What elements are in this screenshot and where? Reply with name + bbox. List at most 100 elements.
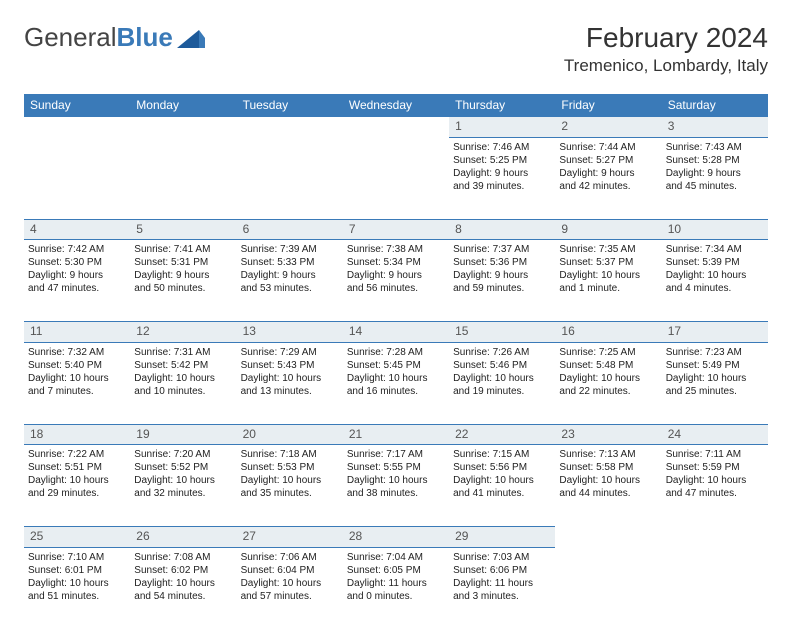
- day-info-cell: [24, 137, 130, 219]
- day-info-cell: Sunrise: 7:29 AMSunset: 5:43 PMDaylight:…: [237, 342, 343, 424]
- day-info-text: Sunrise: 7:18 AMSunset: 5:53 PMDaylight:…: [241, 448, 339, 500]
- day-info-cell: Sunrise: 7:08 AMSunset: 6:02 PMDaylight:…: [130, 547, 236, 629]
- day-info-cell: Sunrise: 7:38 AMSunset: 5:34 PMDaylight:…: [343, 240, 449, 322]
- day-info-cell: Sunrise: 7:04 AMSunset: 6:05 PMDaylight:…: [343, 547, 449, 629]
- day-info-text: Sunrise: 7:26 AMSunset: 5:46 PMDaylight:…: [453, 346, 551, 398]
- day-number-cell: 8: [449, 219, 555, 240]
- day-info-cell: Sunrise: 7:13 AMSunset: 5:58 PMDaylight:…: [555, 445, 661, 527]
- day-info-text: Sunrise: 7:42 AMSunset: 5:30 PMDaylight:…: [28, 243, 126, 295]
- weekday-header: Saturday: [662, 94, 768, 117]
- day-number-cell: 22: [449, 424, 555, 445]
- weekday-header: Sunday: [24, 94, 130, 117]
- day-number-cell: 2: [555, 117, 661, 138]
- day-info-cell: Sunrise: 7:20 AMSunset: 5:52 PMDaylight:…: [130, 445, 236, 527]
- day-info-row: Sunrise: 7:32 AMSunset: 5:40 PMDaylight:…: [24, 342, 768, 424]
- day-info-cell: Sunrise: 7:06 AMSunset: 6:04 PMDaylight:…: [237, 547, 343, 629]
- day-info-cell: Sunrise: 7:28 AMSunset: 5:45 PMDaylight:…: [343, 342, 449, 424]
- day-number-cell: 17: [662, 322, 768, 343]
- day-number-cell: [24, 117, 130, 138]
- day-info-cell: Sunrise: 7:17 AMSunset: 5:55 PMDaylight:…: [343, 445, 449, 527]
- day-number-cell: 28: [343, 527, 449, 548]
- day-info-cell: Sunrise: 7:23 AMSunset: 5:49 PMDaylight:…: [662, 342, 768, 424]
- day-info-cell: Sunrise: 7:42 AMSunset: 5:30 PMDaylight:…: [24, 240, 130, 322]
- day-number-row: 45678910: [24, 219, 768, 240]
- day-info-cell: [237, 137, 343, 219]
- day-number-cell: 15: [449, 322, 555, 343]
- day-info-cell: Sunrise: 7:22 AMSunset: 5:51 PMDaylight:…: [24, 445, 130, 527]
- calendar-head: SundayMondayTuesdayWednesdayThursdayFrid…: [24, 94, 768, 117]
- day-number-row: 123: [24, 117, 768, 138]
- day-info-text: Sunrise: 7:38 AMSunset: 5:34 PMDaylight:…: [347, 243, 445, 295]
- day-info-cell: Sunrise: 7:44 AMSunset: 5:27 PMDaylight:…: [555, 137, 661, 219]
- day-info-cell: Sunrise: 7:34 AMSunset: 5:39 PMDaylight:…: [662, 240, 768, 322]
- weekday-header: Tuesday: [237, 94, 343, 117]
- day-info-text: Sunrise: 7:23 AMSunset: 5:49 PMDaylight:…: [666, 346, 764, 398]
- day-info-text: Sunrise: 7:32 AMSunset: 5:40 PMDaylight:…: [28, 346, 126, 398]
- day-number-cell: 19: [130, 424, 236, 445]
- day-info-cell: [130, 137, 236, 219]
- day-number-cell: [555, 527, 661, 548]
- brand-logo: GeneralBlue: [24, 22, 205, 53]
- day-info-text: Sunrise: 7:08 AMSunset: 6:02 PMDaylight:…: [134, 551, 232, 603]
- day-number-cell: [130, 117, 236, 138]
- day-number-row: 18192021222324: [24, 424, 768, 445]
- day-info-cell: [555, 547, 661, 629]
- calendar-body: 123Sunrise: 7:46 AMSunset: 5:25 PMDaylig…: [24, 117, 768, 629]
- weekday-header: Wednesday: [343, 94, 449, 117]
- weekday-header: Monday: [130, 94, 236, 117]
- day-info-text: Sunrise: 7:03 AMSunset: 6:06 PMDaylight:…: [453, 551, 551, 603]
- brand-part1: General: [24, 22, 117, 52]
- day-info-cell: Sunrise: 7:46 AMSunset: 5:25 PMDaylight:…: [449, 137, 555, 219]
- day-info-cell: Sunrise: 7:43 AMSunset: 5:28 PMDaylight:…: [662, 137, 768, 219]
- day-number-cell: [237, 117, 343, 138]
- location-subtitle: Tremenico, Lombardy, Italy: [564, 56, 768, 76]
- day-number-cell: 18: [24, 424, 130, 445]
- day-number-cell: 27: [237, 527, 343, 548]
- day-info-text: Sunrise: 7:44 AMSunset: 5:27 PMDaylight:…: [559, 141, 657, 193]
- day-info-text: Sunrise: 7:39 AMSunset: 5:33 PMDaylight:…: [241, 243, 339, 295]
- day-number-cell: 6: [237, 219, 343, 240]
- day-info-text: Sunrise: 7:28 AMSunset: 5:45 PMDaylight:…: [347, 346, 445, 398]
- day-info-cell: Sunrise: 7:26 AMSunset: 5:46 PMDaylight:…: [449, 342, 555, 424]
- day-info-text: Sunrise: 7:13 AMSunset: 5:58 PMDaylight:…: [559, 448, 657, 500]
- weekday-header: Friday: [555, 94, 661, 117]
- day-info-text: Sunrise: 7:22 AMSunset: 5:51 PMDaylight:…: [28, 448, 126, 500]
- day-info-cell: Sunrise: 7:32 AMSunset: 5:40 PMDaylight:…: [24, 342, 130, 424]
- day-number-cell: 21: [343, 424, 449, 445]
- brand-part2: Blue: [117, 22, 173, 52]
- day-info-text: Sunrise: 7:25 AMSunset: 5:48 PMDaylight:…: [559, 346, 657, 398]
- day-info-cell: Sunrise: 7:31 AMSunset: 5:42 PMDaylight:…: [130, 342, 236, 424]
- day-number-cell: 3: [662, 117, 768, 138]
- day-number-cell: 9: [555, 219, 661, 240]
- day-info-cell: Sunrise: 7:18 AMSunset: 5:53 PMDaylight:…: [237, 445, 343, 527]
- day-number-cell: 12: [130, 322, 236, 343]
- day-number-cell: [343, 117, 449, 138]
- day-number-cell: 29: [449, 527, 555, 548]
- month-title: February 2024: [564, 22, 768, 54]
- day-info-text: Sunrise: 7:34 AMSunset: 5:39 PMDaylight:…: [666, 243, 764, 295]
- weekday-header: Thursday: [449, 94, 555, 117]
- day-number-cell: 14: [343, 322, 449, 343]
- day-info-text: Sunrise: 7:11 AMSunset: 5:59 PMDaylight:…: [666, 448, 764, 500]
- day-info-cell: Sunrise: 7:37 AMSunset: 5:36 PMDaylight:…: [449, 240, 555, 322]
- day-info-cell: Sunrise: 7:39 AMSunset: 5:33 PMDaylight:…: [237, 240, 343, 322]
- day-info-cell: [343, 137, 449, 219]
- day-number-cell: 23: [555, 424, 661, 445]
- day-info-cell: Sunrise: 7:15 AMSunset: 5:56 PMDaylight:…: [449, 445, 555, 527]
- day-number-cell: 7: [343, 219, 449, 240]
- day-number-cell: 26: [130, 527, 236, 548]
- brand-text: GeneralBlue: [24, 22, 173, 53]
- day-info-text: Sunrise: 7:15 AMSunset: 5:56 PMDaylight:…: [453, 448, 551, 500]
- day-info-cell: Sunrise: 7:25 AMSunset: 5:48 PMDaylight:…: [555, 342, 661, 424]
- day-info-row: Sunrise: 7:42 AMSunset: 5:30 PMDaylight:…: [24, 240, 768, 322]
- day-info-text: Sunrise: 7:43 AMSunset: 5:28 PMDaylight:…: [666, 141, 764, 193]
- day-info-text: Sunrise: 7:04 AMSunset: 6:05 PMDaylight:…: [347, 551, 445, 603]
- day-number-cell: 4: [24, 219, 130, 240]
- day-info-text: Sunrise: 7:06 AMSunset: 6:04 PMDaylight:…: [241, 551, 339, 603]
- page-header: GeneralBlue February 2024 Tremenico, Lom…: [24, 22, 768, 76]
- day-number-cell: 13: [237, 322, 343, 343]
- day-number-cell: 10: [662, 219, 768, 240]
- day-number-row: 11121314151617: [24, 322, 768, 343]
- day-info-cell: Sunrise: 7:11 AMSunset: 5:59 PMDaylight:…: [662, 445, 768, 527]
- day-info-text: Sunrise: 7:37 AMSunset: 5:36 PMDaylight:…: [453, 243, 551, 295]
